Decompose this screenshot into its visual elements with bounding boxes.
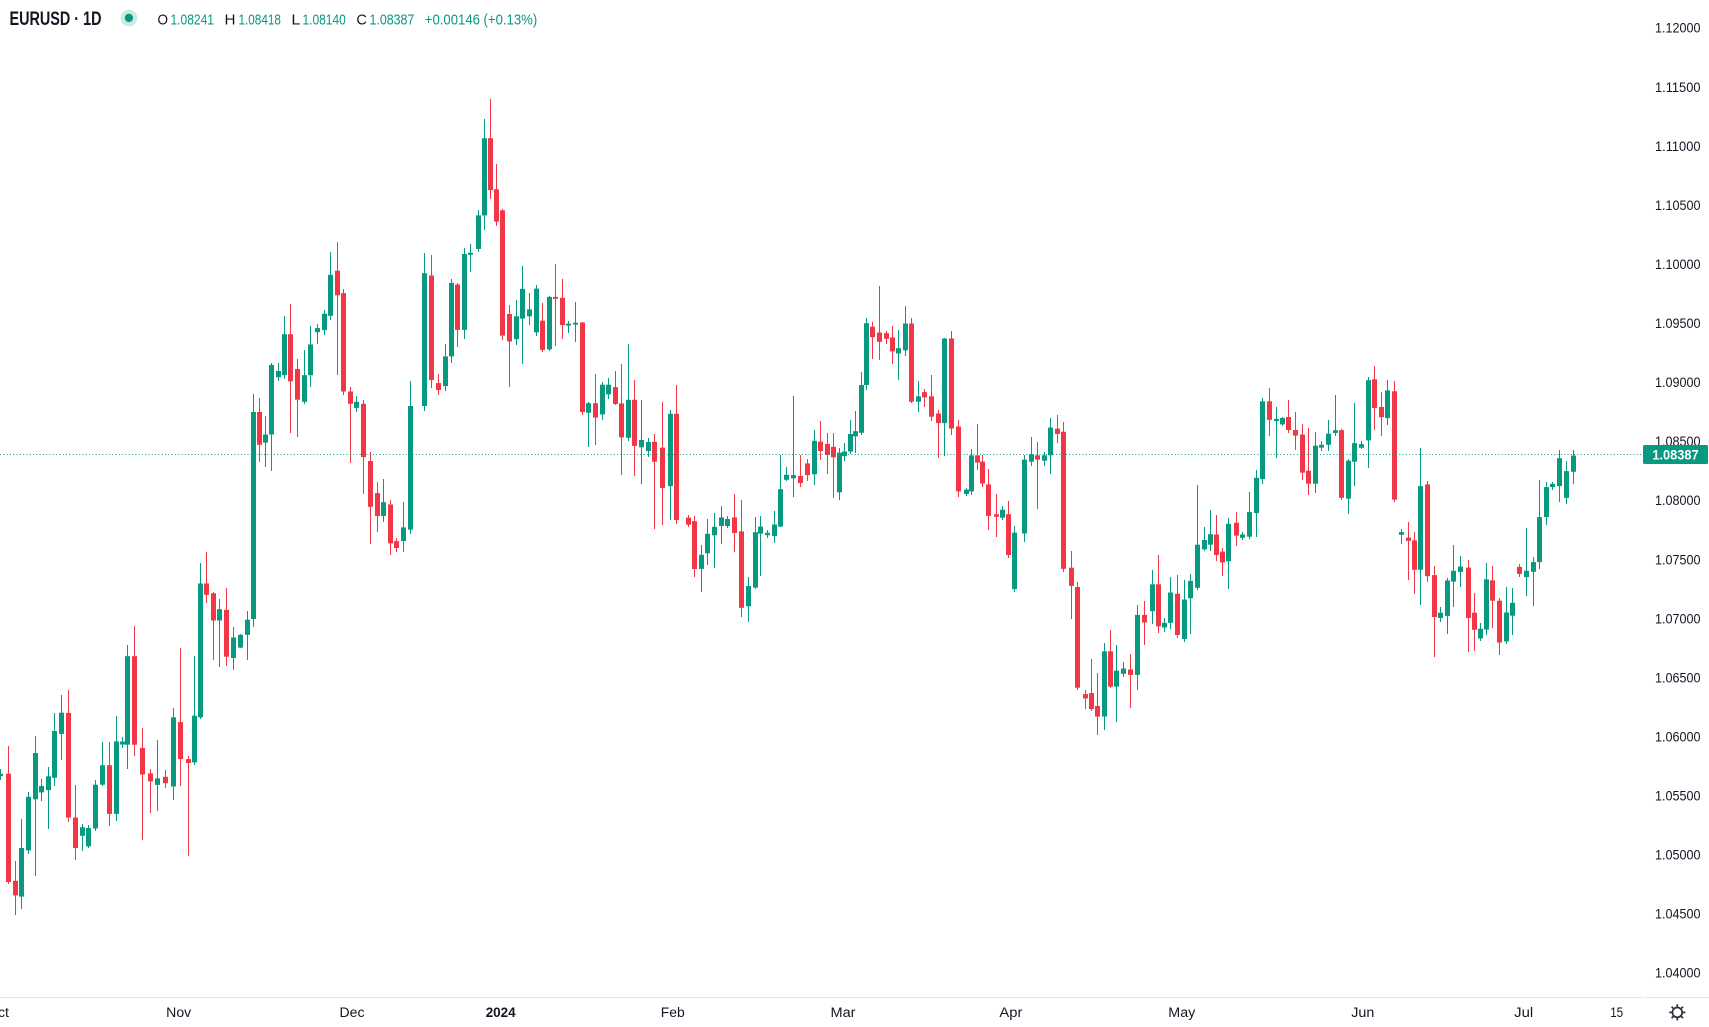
- svg-text:1.04000: 1.04000: [1655, 966, 1701, 981]
- svg-text:1.08418: 1.08418: [239, 11, 281, 28]
- svg-text:1.11000: 1.11000: [1655, 139, 1701, 154]
- svg-text:1.08387: 1.08387: [1652, 447, 1698, 462]
- svg-text:15: 15: [1610, 1005, 1623, 1020]
- svg-text:1.08241: 1.08241: [171, 11, 215, 28]
- svg-text:1.06000: 1.06000: [1655, 730, 1701, 745]
- svg-text:1.08140: 1.08140: [303, 11, 346, 28]
- svg-text:1.10500: 1.10500: [1655, 198, 1701, 213]
- svg-text:1.10000: 1.10000: [1655, 257, 1701, 272]
- svg-text:1.07500: 1.07500: [1655, 552, 1701, 567]
- svg-text:1.05000: 1.05000: [1655, 848, 1701, 863]
- svg-text:EURUSD · 1D: EURUSD · 1D: [10, 9, 102, 30]
- svg-text:O: O: [158, 11, 169, 28]
- svg-text:1.11500: 1.11500: [1655, 80, 1701, 95]
- svg-text:C: C: [356, 11, 367, 28]
- svg-text:May: May: [1168, 1005, 1195, 1020]
- svg-text:L: L: [291, 11, 300, 28]
- svg-text:1.04500: 1.04500: [1655, 907, 1701, 922]
- svg-text:Jul: Jul: [1514, 1005, 1533, 1020]
- svg-text:1.09500: 1.09500: [1655, 316, 1701, 331]
- svg-text:Oct: Oct: [0, 1005, 9, 1020]
- svg-text:Dec: Dec: [340, 1005, 365, 1020]
- svg-text:1.08000: 1.08000: [1655, 493, 1701, 508]
- svg-text:Mar: Mar: [831, 1005, 857, 1020]
- svg-text:Jun: Jun: [1351, 1005, 1374, 1020]
- svg-text:H: H: [225, 11, 236, 28]
- svg-text:Nov: Nov: [166, 1005, 191, 1020]
- svg-text:1.05500: 1.05500: [1655, 789, 1701, 804]
- svg-text:2024: 2024: [486, 1005, 516, 1020]
- svg-text:1.12000: 1.12000: [1655, 21, 1701, 36]
- svg-text:1.08387: 1.08387: [370, 11, 415, 28]
- svg-text:+0.00146 (+0.13%): +0.00146 (+0.13%): [425, 11, 537, 28]
- svg-text:1.06500: 1.06500: [1655, 670, 1701, 685]
- svg-text:Apr: Apr: [999, 1005, 1023, 1020]
- svg-text:1.07000: 1.07000: [1655, 611, 1701, 626]
- svg-text:1.09000: 1.09000: [1655, 375, 1701, 390]
- svg-text:Feb: Feb: [661, 1005, 685, 1020]
